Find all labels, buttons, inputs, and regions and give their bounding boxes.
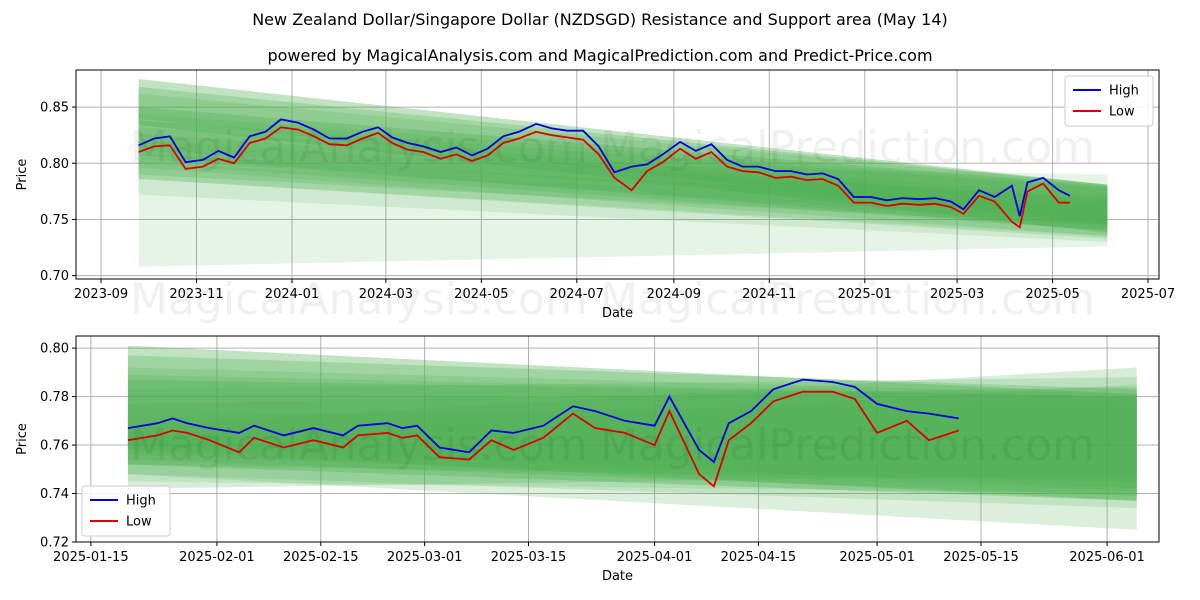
band-area bbox=[127, 367, 1137, 489]
band-area bbox=[138, 154, 1108, 239]
chart-title: New Zealand Dollar/Singapore Dollar (NZD… bbox=[252, 10, 948, 29]
chart-panel-1: MagicalAnalysis.com MagicalPrediction.com… bbox=[15, 69, 1175, 325]
legend-box bbox=[1064, 75, 1154, 127]
y-tick-label: 0.72 bbox=[40, 536, 69, 551]
band-area bbox=[138, 127, 1108, 226]
chart-panel-2: MagicalAnalysis.com MagicalPrediction.com… bbox=[15, 335, 1160, 584]
legend: High Low bbox=[1064, 75, 1154, 127]
band-area bbox=[127, 386, 1137, 482]
y-tick-label: 0.78 bbox=[40, 390, 69, 405]
x-tick-label: 2025-05-15 bbox=[943, 550, 1019, 565]
watermark-text: MagicalAnalysis.com bbox=[130, 274, 588, 325]
chart-subtitle: powered by MagicalAnalysis.com and Magic… bbox=[267, 46, 933, 65]
band-area bbox=[138, 134, 1108, 231]
y-tick-label: 0.80 bbox=[40, 157, 69, 172]
x-tick-label: 2025-05 bbox=[1025, 287, 1079, 302]
watermark-text: MagicalPrediction.com bbox=[600, 274, 1095, 325]
x-tick-label: 2023-09 bbox=[74, 287, 128, 302]
plot-frame bbox=[75, 335, 1160, 543]
x-tick-label: 2024-11 bbox=[742, 287, 796, 302]
y-tick-label: 0.70 bbox=[40, 269, 69, 284]
band-area bbox=[138, 78, 1108, 233]
band-area bbox=[127, 379, 1137, 501]
watermark-text: MagicalAnalysis.com bbox=[130, 122, 588, 173]
y-tick-label: 0.80 bbox=[40, 342, 69, 357]
y-tick-label: 0.74 bbox=[40, 487, 69, 502]
series-line-low bbox=[127, 390, 959, 488]
watermark-text: MagicalPrediction.com bbox=[600, 122, 1095, 173]
watermark-text: MagicalAnalysis.com bbox=[130, 420, 588, 471]
x-tick-label: 2024-01 bbox=[265, 287, 319, 302]
legend-label-low: Low bbox=[126, 515, 152, 530]
x-tick-label: 2024-09 bbox=[647, 287, 701, 302]
x-tick-label: 2025-06-01 bbox=[1069, 550, 1145, 565]
x-tick-label: 2024-07 bbox=[550, 287, 604, 302]
band-area bbox=[127, 367, 1137, 489]
x-tick-label: 2025-04-01 bbox=[617, 550, 693, 565]
legend-label-high: High bbox=[1109, 84, 1139, 99]
x-tick-label: 2025-04-15 bbox=[721, 550, 797, 565]
band-area bbox=[138, 140, 1108, 237]
support-resistance-bands bbox=[127, 345, 1137, 530]
y-tick-label: 0.75 bbox=[40, 213, 69, 228]
x-tick-label: 2023-11 bbox=[169, 287, 223, 302]
x-tick-label: 2025-03 bbox=[930, 287, 984, 302]
y-axis-label: Price bbox=[15, 159, 30, 191]
band-area bbox=[138, 93, 1108, 227]
x-tick-label: 2025-07 bbox=[1121, 287, 1175, 302]
x-tick-label: 2024-05 bbox=[454, 287, 508, 302]
x-axis-label: Date bbox=[602, 306, 633, 321]
x-tick-label: 2024-03 bbox=[359, 287, 413, 302]
legend-label-high: High bbox=[126, 494, 156, 509]
x-tick-label: 2025-01-15 bbox=[53, 550, 129, 565]
y-tick-label: 0.85 bbox=[40, 101, 69, 116]
x-tick-label: 2025-03-01 bbox=[387, 550, 463, 565]
legend-label-low: Low bbox=[1109, 105, 1135, 120]
x-tick-label: 2025-05-01 bbox=[839, 550, 915, 565]
band-area bbox=[138, 113, 1108, 237]
watermark-text: MagicalPrediction.com bbox=[600, 420, 1095, 471]
y-tick-label: 0.76 bbox=[40, 439, 69, 454]
y-axis-label: Price bbox=[15, 423, 30, 455]
band-area bbox=[127, 355, 1137, 496]
band-area bbox=[138, 86, 1108, 226]
x-tick-label: 2025-03-15 bbox=[491, 550, 567, 565]
band-area bbox=[127, 384, 1137, 494]
plot-frame bbox=[75, 69, 1160, 280]
x-tick-label: 2025-01 bbox=[838, 287, 892, 302]
x-tick-label: 2025-02-01 bbox=[179, 550, 255, 565]
legend-box bbox=[81, 485, 171, 537]
band-area bbox=[138, 157, 1108, 267]
x-tick-label: 2025-02-15 bbox=[283, 550, 359, 565]
legend: High Low bbox=[81, 485, 171, 537]
x-axis-label: Date bbox=[602, 569, 633, 584]
band-area bbox=[127, 374, 1137, 530]
band-area bbox=[138, 163, 1108, 242]
band-area bbox=[127, 345, 1137, 501]
series-line-high bbox=[127, 378, 959, 464]
